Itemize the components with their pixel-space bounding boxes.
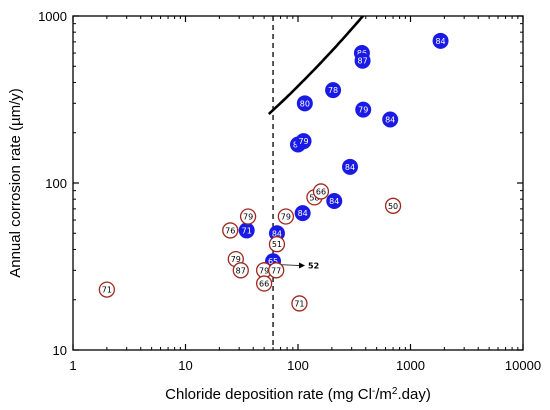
point-label: 84 — [385, 116, 395, 125]
data-point-filled — [296, 95, 313, 112]
x-tick-label: 100 — [287, 358, 309, 373]
point-label: 84 — [329, 197, 339, 206]
point-label: 79 — [243, 213, 253, 222]
point-label: 71 — [242, 226, 252, 235]
x-tick-label: 10000 — [505, 358, 541, 373]
point-label: 79 — [281, 213, 291, 222]
point-label: 79 — [358, 106, 368, 115]
data-point-open — [239, 208, 257, 225]
data-point-filled — [382, 111, 399, 128]
point-label: 87 — [357, 57, 367, 66]
annotation-label: 52 — [308, 262, 319, 271]
data-point-filled — [355, 101, 372, 118]
data-point-open — [277, 208, 295, 225]
point-label: 84 — [345, 163, 355, 172]
x-tick-label: 1000 — [396, 358, 425, 373]
data-point-open — [255, 275, 273, 292]
data-point-open — [98, 281, 116, 298]
data-point-filled — [238, 222, 255, 239]
point-label: 66 — [316, 187, 326, 196]
point-label: 76 — [225, 226, 235, 235]
data-point-open — [312, 183, 330, 200]
data-point-filled — [325, 82, 342, 99]
data-point-filled — [354, 52, 371, 69]
point-label: 71 — [102, 286, 112, 295]
point-label: 80 — [300, 99, 310, 108]
data-point-open — [268, 236, 286, 253]
x-tick-label: 10 — [178, 358, 192, 373]
data-point-filled — [342, 158, 359, 175]
y-axis-title: Annual corrosion rate (µm/y) — [7, 88, 24, 278]
point-label: 79 — [231, 255, 241, 264]
point-label: 71 — [294, 299, 304, 308]
point-label: 65 — [268, 257, 278, 266]
annotation-arrowhead — [299, 262, 306, 269]
point-label: 51 — [272, 240, 282, 249]
point-label: 79 — [259, 266, 269, 275]
point-label: 84 — [435, 37, 445, 46]
point-label: 79 — [298, 137, 308, 146]
point-label: 50 — [388, 202, 398, 211]
point-label: 77 — [271, 266, 281, 275]
point-label: 84 — [272, 229, 282, 238]
data-point-open — [268, 262, 285, 279]
point-label: 87 — [236, 266, 246, 275]
point-label: 78 — [328, 86, 338, 95]
data-point-open — [291, 295, 308, 312]
point-label: 84 — [298, 209, 308, 218]
y-tick-label: 10 — [53, 343, 67, 358]
data-point-filled — [326, 193, 343, 210]
data-point-open — [384, 197, 402, 214]
data-point-filled — [432, 32, 449, 49]
data-point-filled — [295, 133, 312, 150]
y-tick-label: 1000 — [38, 9, 67, 24]
data-point-open — [232, 262, 249, 279]
y-tick-label: 100 — [45, 176, 67, 191]
point-label: 58 — [309, 193, 319, 202]
x-axis-title: Chloride deposition rate (mg Cl-/m2.day) — [165, 386, 431, 404]
fit-curve — [267, 16, 365, 116]
point-label: 66 — [259, 280, 269, 289]
x-tick-label: 1 — [69, 358, 76, 373]
plot-area: 5271658484848485798078798687848471767979… — [98, 16, 449, 350]
data-point-filled — [294, 205, 311, 222]
data-point-open — [222, 222, 239, 239]
